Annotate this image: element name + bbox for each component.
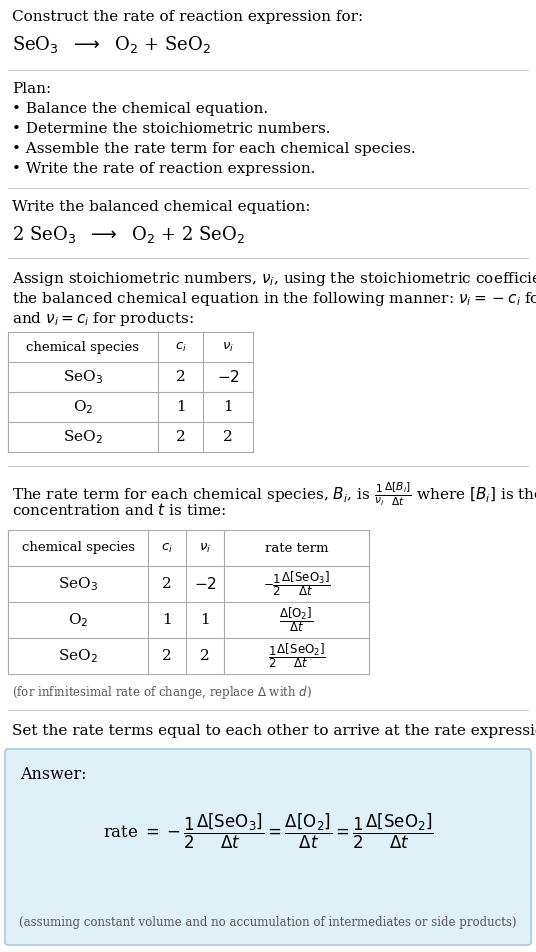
Text: 1: 1 [200,613,210,627]
Text: $\nu_i$: $\nu_i$ [199,542,211,555]
Text: $-\dfrac{1}{2}\dfrac{\Delta[\mathrm{SeO_3}]}{\Delta t}$: $-\dfrac{1}{2}\dfrac{\Delta[\mathrm{SeO_… [263,569,330,599]
FancyBboxPatch shape [5,749,531,945]
Text: chemical species: chemical species [21,542,135,554]
Text: • Write the rate of reaction expression.: • Write the rate of reaction expression. [12,162,316,176]
Text: SeO$_3$: SeO$_3$ [63,368,103,386]
Text: The rate term for each chemical species, $B_i$, is $\frac{1}{\nu_i}\frac{\Delta[: The rate term for each chemical species,… [12,480,536,507]
Text: $\dfrac{1}{2}\dfrac{\Delta[\mathrm{SeO_2}]}{\Delta t}$: $\dfrac{1}{2}\dfrac{\Delta[\mathrm{SeO_2… [267,642,325,670]
Text: $c_i$: $c_i$ [175,341,187,353]
Text: 2 SeO$_3$  $\longrightarrow$  O$_2$ + 2 SeO$_2$: 2 SeO$_3$ $\longrightarrow$ O$_2$ + 2 Se… [12,224,245,245]
Text: 2: 2 [176,370,185,384]
Text: 2: 2 [223,430,233,444]
Text: (for infinitesimal rate of change, replace $\Delta$ with $d$): (for infinitesimal rate of change, repla… [12,684,312,701]
Text: 2: 2 [200,649,210,663]
Text: 1: 1 [223,400,233,414]
Text: Answer:: Answer: [20,766,86,783]
Text: the balanced chemical equation in the following manner: $\nu_i = -c_i$ for react: the balanced chemical equation in the fo… [12,290,536,308]
Text: Set the rate terms equal to each other to arrive at the rate expression:: Set the rate terms equal to each other t… [12,724,536,738]
Text: $\nu_i$: $\nu_i$ [222,341,234,353]
Text: SeO$_3$  $\longrightarrow$  O$_2$ + SeO$_2$: SeO$_3$ $\longrightarrow$ O$_2$ + SeO$_2… [12,34,211,55]
Text: Construct the rate of reaction expression for:: Construct the rate of reaction expressio… [12,10,363,24]
Text: • Determine the stoichiometric numbers.: • Determine the stoichiometric numbers. [12,122,331,136]
Text: Write the balanced chemical equation:: Write the balanced chemical equation: [12,200,310,214]
Text: SeO$_3$: SeO$_3$ [58,575,98,593]
Text: Assign stoichiometric numbers, $\nu_i$, using the stoichiometric coefficients, $: Assign stoichiometric numbers, $\nu_i$, … [12,270,536,288]
Text: 2: 2 [162,649,172,663]
Text: • Balance the chemical equation.: • Balance the chemical equation. [12,102,268,116]
Text: O$_2$: O$_2$ [73,398,93,416]
Text: 2: 2 [176,430,185,444]
Text: SeO$_2$: SeO$_2$ [63,428,103,446]
Text: concentration and $t$ is time:: concentration and $t$ is time: [12,502,226,518]
Text: 1: 1 [162,613,172,627]
Text: 2: 2 [162,577,172,591]
Text: and $\nu_i = c_i$ for products:: and $\nu_i = c_i$ for products: [12,310,193,328]
Text: Plan:: Plan: [12,82,51,96]
Text: rate $= -\dfrac{1}{2}\dfrac{\Delta[\mathrm{SeO_3}]}{\Delta t} = \dfrac{\Delta[\m: rate $= -\dfrac{1}{2}\dfrac{\Delta[\math… [102,812,434,851]
Text: SeO$_2$: SeO$_2$ [58,647,98,664]
Text: chemical species: chemical species [26,341,139,353]
Text: $c_i$: $c_i$ [161,542,173,555]
Text: 1: 1 [176,400,185,414]
Text: $\dfrac{\Delta[\mathrm{O_2}]}{\Delta t}$: $\dfrac{\Delta[\mathrm{O_2}]}{\Delta t}$ [279,605,314,634]
Text: • Assemble the rate term for each chemical species.: • Assemble the rate term for each chemic… [12,142,415,156]
Text: rate term: rate term [265,542,328,554]
Text: $-2$: $-2$ [217,369,240,385]
Text: $-2$: $-2$ [193,576,217,592]
Text: (assuming constant volume and no accumulation of intermediates or side products): (assuming constant volume and no accumul… [19,916,517,929]
Text: O$_2$: O$_2$ [68,611,88,629]
